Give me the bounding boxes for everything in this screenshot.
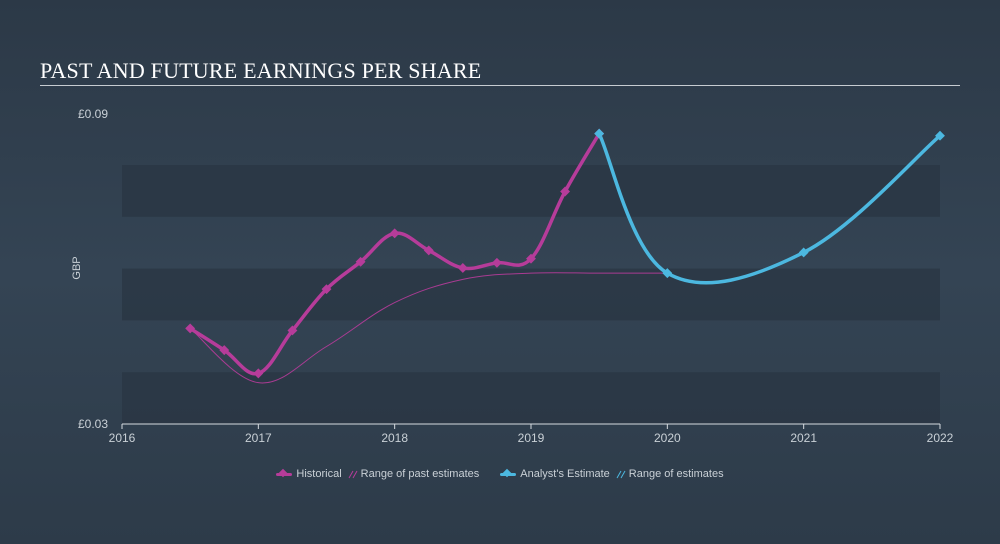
historical-point [491,257,502,268]
x-tick-label: 2019 [518,431,545,445]
x-tick-label: 2022 [927,431,954,445]
series-layer [185,128,945,384]
historical-point [423,245,434,256]
estimate-line [597,131,942,285]
legend: Historical Range of past estimates Analy… [0,468,1000,480]
historical-point [253,368,264,379]
legend-past-range-label: Range of past estimates [360,468,480,480]
estimate-point [935,130,945,141]
historical-point [185,323,196,334]
past-range-hatch-icon [348,470,358,478]
estimate-swatch-icon [500,468,517,479]
y-axis-label: GBP [71,256,83,279]
historical-swatch-icon [276,468,293,479]
y-axis: £0.09 £0.03 [78,107,108,431]
background-band [122,268,940,321]
legend-estimate[interactable]: Analyst's Estimate [500,468,610,480]
past-estimate-range-line [189,272,668,384]
historical-point [219,345,230,356]
historical-point [457,263,468,273]
background-bands [122,165,940,424]
x-tick-label: 2016 [109,431,136,445]
estimate-point [662,268,673,279]
legend-future-range[interactable]: Range of estimates [616,468,724,480]
title-divider [40,85,960,86]
historical-point [355,256,366,267]
y-tick-label: £0.03 [78,417,108,431]
legend-past-range[interactable]: Range of past estimates [348,468,480,480]
x-tick-label: 2017 [245,431,272,445]
historical-point [526,253,536,264]
legend-historical[interactable]: Historical [276,468,342,480]
x-tick-label: 2021 [790,431,817,445]
historical-point [560,186,571,197]
background-band [122,165,940,217]
legend-historical-label: Historical [296,468,342,480]
estimate-point [594,128,605,139]
x-axis: 2016 2017 2018 2019 2020 2021 2022 [109,423,954,445]
legend-estimate-label: Analyst's Estimate [520,468,610,480]
future-range-hatch-icon [616,470,626,478]
historical-point [321,284,332,295]
x-tick-label: 2018 [381,431,408,445]
y-tick-label: £0.09 [78,107,108,121]
estimate-point [798,247,809,258]
historical-point [389,228,400,239]
legend-future-range-label: Range of estimates [628,468,724,480]
historical-point [287,325,298,336]
background-band [122,372,940,424]
x-tick-label: 2020 [654,431,681,445]
chart-title: PAST AND FUTURE EARNINGS PER SHARE [40,58,482,83]
